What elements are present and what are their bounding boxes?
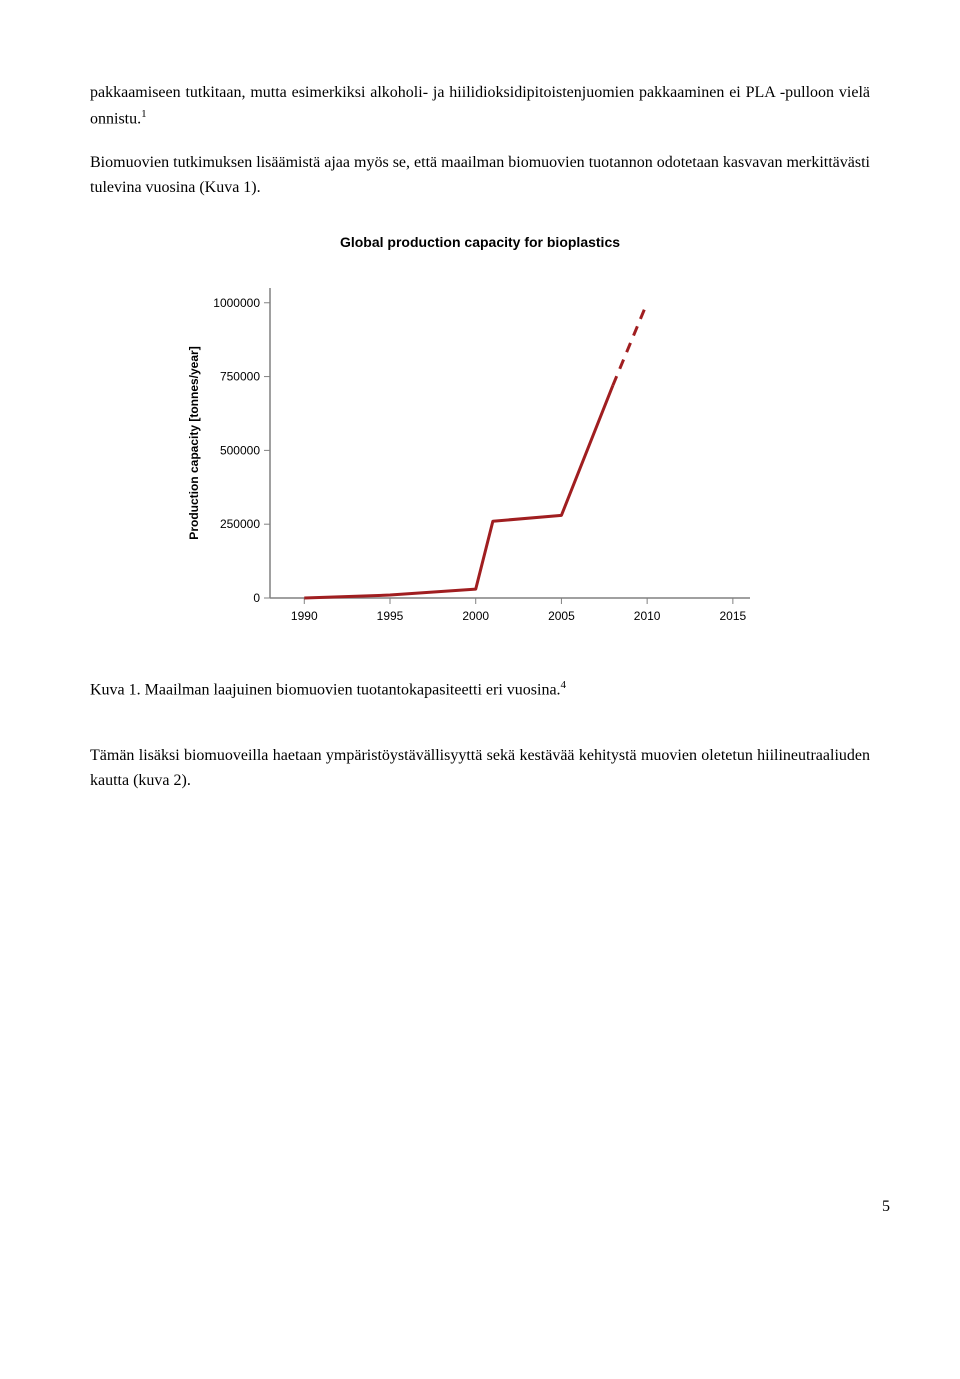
svg-text:Production capacity [tonnes/ye: Production capacity [tonnes/year] bbox=[187, 346, 201, 539]
chart-container: Global production capacity for bioplasti… bbox=[180, 231, 780, 657]
svg-text:2015: 2015 bbox=[720, 609, 747, 623]
page-number: 5 bbox=[90, 1194, 890, 1220]
caption-text: Kuva 1. Maailman laajuinen biomuovien tu… bbox=[90, 681, 561, 698]
svg-text:250000: 250000 bbox=[220, 517, 260, 531]
svg-text:2000: 2000 bbox=[462, 609, 489, 623]
svg-text:500000: 500000 bbox=[220, 443, 260, 457]
svg-text:1995: 1995 bbox=[377, 609, 404, 623]
svg-text:750000: 750000 bbox=[220, 370, 260, 384]
svg-text:1000000: 1000000 bbox=[213, 296, 260, 310]
paragraph-1: pakkaamiseen tutkitaan, mutta esimerkiks… bbox=[90, 80, 870, 132]
paragraph-1-sup: 1 bbox=[141, 108, 147, 120]
line-chart: Production capacity [tonnes/year] 0 250000… bbox=[180, 268, 780, 648]
svg-text:1990: 1990 bbox=[291, 609, 318, 623]
paragraph-1-text: pakkaamiseen tutkitaan, mutta esimerkiks… bbox=[90, 84, 870, 127]
svg-text:0: 0 bbox=[253, 591, 260, 605]
caption-sup: 4 bbox=[561, 679, 567, 691]
svg-text:2010: 2010 bbox=[634, 609, 661, 623]
chart-title: Global production capacity for bioplasti… bbox=[180, 231, 780, 253]
paragraph-2: Biomuovien tutkimuksen lisäämistä ajaa m… bbox=[90, 150, 870, 201]
svg-text:2005: 2005 bbox=[548, 609, 575, 623]
figure-caption: Kuva 1. Maailman laajuinen biomuovien tu… bbox=[90, 677, 870, 703]
paragraph-3: Tämän lisäksi biomuoveilla haetaan ympär… bbox=[90, 743, 870, 794]
